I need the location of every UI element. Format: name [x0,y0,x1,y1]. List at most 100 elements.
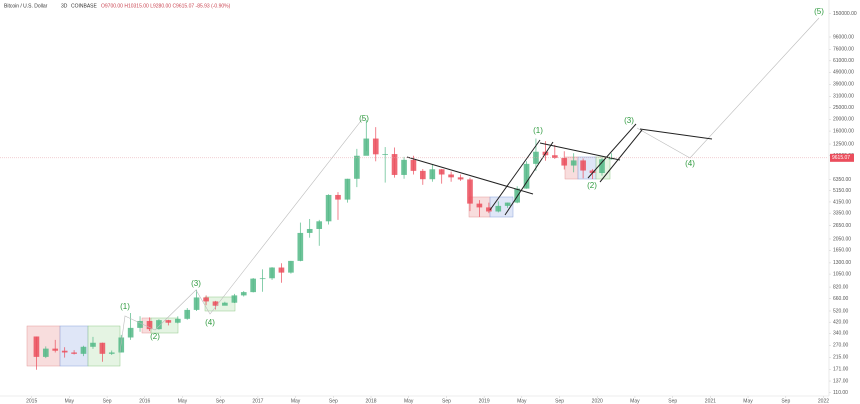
candle-body [382,154,388,155]
wave-label: (4) [685,159,695,168]
candle-body [222,302,228,306]
candle-body [316,221,323,229]
candle-body [90,342,96,347]
y-tick-label: 25000.00 [833,105,854,111]
wave-label: (1) [533,126,543,135]
y-tick-label: 820.00 [833,284,849,290]
x-tick-label: May [404,398,414,404]
candle-body [391,154,398,175]
candle-body [240,292,247,296]
candle-body [42,348,49,357]
y-tick-label: 520.00 [833,308,849,314]
candle-body [297,232,304,261]
candle-body [504,202,511,206]
candle-body [108,352,115,354]
candle-body [495,205,502,212]
trend-line [639,128,713,140]
trend-lines [406,123,713,216]
candle-body [401,159,407,175]
candle-body [212,301,219,306]
y-tick-label: 2650.00 [833,223,851,229]
x-tick-label: Sep [442,398,451,404]
last-price-label: 9615.07 [832,155,850,161]
y-tick-label: 171.00 [833,367,849,373]
x-tick-label: 2019 [479,398,490,404]
trend-line [489,139,541,211]
wave-label: (5) [814,7,824,16]
candle-body [533,151,539,164]
y-tick-label: 4150.00 [833,199,851,205]
x-tick-label: Sep [103,398,112,404]
y-tick-label: 61000.00 [833,58,854,64]
y-tick-label: 96000.00 [833,34,854,40]
candle-body [570,160,577,166]
candle-body [589,170,596,174]
candle-body [165,320,172,323]
y-tick-label: 150000.00 [833,11,857,17]
ohlc: O9700.00 H10315.00 L9280.00 C9615.07 -85… [101,3,231,9]
candle-body [335,194,341,200]
candle-body [127,327,134,338]
candle-body [599,159,605,174]
candle-body [193,297,200,310]
x-tick-label: May [65,398,75,404]
candle-body [561,157,568,166]
x-tick-label: Sep [555,398,564,404]
y-tick-label: 215.00 [833,355,849,361]
x-tick-label: May [291,398,301,404]
candle-body [344,178,351,200]
candle-body [419,170,426,180]
y-tick-label: 76000.00 [833,47,854,53]
candles [33,120,615,370]
y-tick-label: 3350.00 [833,211,851,217]
trend-line [504,141,554,216]
wave-label: (2) [150,332,160,341]
candle-body [99,342,106,354]
y-tick-label: 6350.00 [833,177,851,183]
candle-body [457,177,464,180]
trend-line [587,123,637,179]
y-tick-label: 1300.00 [833,260,851,266]
y-tick-label: 1650.00 [833,248,851,254]
candle-body [52,348,59,351]
y-tick-label: 137.00 [833,378,849,384]
y-tick-label: 110.00 [833,390,848,396]
y-tick-label: 20000.00 [833,117,854,123]
header: Bitcoin / U.S. Dollar 3D COINBASE O9700.… [4,3,231,9]
candle-body [325,194,332,222]
x-tick-label: 2017 [252,398,263,404]
wave-label: (2) [587,181,597,190]
y-tick-label: 49000.00 [833,70,854,76]
candle-body [137,320,143,328]
y-tick-label: 340.00 [833,331,849,337]
x-tick-label: 2018 [365,398,376,404]
box [26,325,61,367]
candle-body [448,174,454,178]
x-tick-label: May [630,398,640,404]
candle-body [429,169,436,180]
candle-body [250,278,256,293]
candle-body [523,163,530,189]
exchange: COINBASE [71,3,98,9]
wave-label: (5) [359,114,369,123]
x-tick-label: Sep [329,398,338,404]
y-tick-label: 16000.00 [833,128,854,134]
candle-body [174,318,181,323]
wave-label: (1) [120,302,130,311]
wave-label: (3) [624,116,634,125]
candle-body [71,352,77,354]
trend-line [406,156,534,195]
candle-body [438,169,445,175]
y-tick-label: 39000.00 [833,82,854,88]
x-tick-label: 2020 [592,398,603,404]
candle-body [146,320,153,330]
candle-body [288,260,294,273]
x-tick-label: May [517,398,527,404]
candle-body [410,159,417,171]
wave-label: (4) [205,318,215,327]
candle-body [231,295,238,303]
candle-body [306,228,313,233]
x-tick-label: 2015 [26,398,37,404]
candle-body [156,320,162,330]
